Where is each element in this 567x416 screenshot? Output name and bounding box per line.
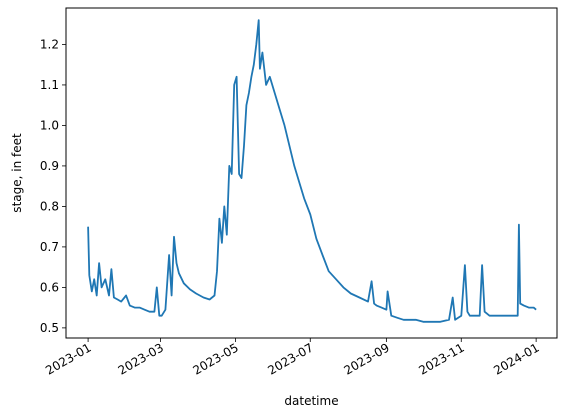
y-tick-label: 0.6 — [40, 280, 59, 294]
x-tick-label: 2023-07 — [265, 340, 315, 377]
y-axis: 0.5 0.6 0.7 0.8 0.9 1.0 1.1 1.2 — [40, 37, 66, 335]
y-tick-label: 0.7 — [40, 240, 59, 254]
y-tick-label: 1.0 — [40, 118, 59, 132]
series-line — [87, 19, 537, 323]
x-tick-label: 2023-11 — [416, 340, 466, 377]
x-tick-label: 2023-05 — [190, 340, 240, 377]
y-tick-label: 1.1 — [40, 78, 59, 92]
x-axis-label: datetime — [284, 394, 338, 408]
plot-area — [65, 7, 558, 339]
x-tick-label: 2023-03 — [116, 340, 166, 377]
x-tick-label: 2023-09 — [341, 340, 391, 377]
y-tick-label: 0.5 — [40, 321, 59, 335]
y-tick-label: 0.9 — [40, 159, 59, 173]
y-tick-label: 1.2 — [40, 37, 59, 51]
axes-frame — [65, 7, 558, 339]
y-axis-label: stage, in feet — [10, 133, 24, 213]
x-tick-label: 2023-01 — [43, 340, 93, 377]
x-tick-label: 2024-01 — [491, 340, 541, 377]
x-axis: 2023-01 2023-03 2023-05 2023-07 2023-09 2023-… — [43, 338, 542, 378]
y-tick-label: 0.8 — [40, 199, 59, 213]
